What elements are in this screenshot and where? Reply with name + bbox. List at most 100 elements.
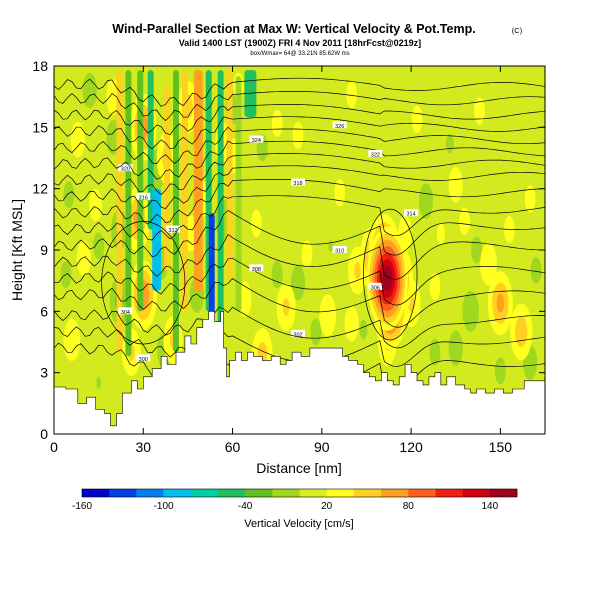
velocity-cell bbox=[509, 303, 533, 361]
colorbar-swatch bbox=[136, 489, 164, 497]
velocity-cell bbox=[310, 318, 322, 346]
theta-contour bbox=[54, 278, 545, 328]
velocity-cell bbox=[89, 188, 103, 222]
theta-label: 302 bbox=[293, 332, 302, 338]
velocity-cell bbox=[276, 283, 296, 332]
velocity-cell bbox=[448, 330, 463, 366]
theta-label: 306 bbox=[371, 285, 380, 291]
theta-label-bg bbox=[166, 225, 181, 233]
theta-label: 310 bbox=[335, 249, 344, 255]
theta-contour bbox=[54, 77, 545, 107]
theta-contour bbox=[54, 165, 545, 210]
velocity-contour-fill bbox=[310, 318, 322, 346]
velocity-contour-fill bbox=[292, 121, 304, 150]
y-tick-label: 15 bbox=[32, 119, 48, 135]
colorbar-swatch bbox=[163, 489, 192, 497]
y-tick-label: 9 bbox=[40, 242, 48, 258]
colorbar-label: Vertical Velocity [cm/s] bbox=[244, 518, 353, 530]
velocity-contour-fill bbox=[474, 97, 485, 125]
colorbar-tick-label: -40 bbox=[238, 501, 253, 512]
velocity-contour-fill bbox=[436, 223, 445, 245]
colorbar-tick-label: -160 bbox=[72, 501, 92, 512]
velocity-cell bbox=[76, 240, 91, 277]
theta-contour bbox=[54, 104, 545, 136]
velocity-cell bbox=[63, 318, 81, 362]
velocity-field bbox=[60, 70, 542, 389]
terrain-profile bbox=[54, 311, 545, 434]
velocity-cell bbox=[271, 109, 283, 137]
velocity-cell bbox=[366, 226, 408, 331]
theta-contour bbox=[54, 140, 545, 180]
theta-contour bbox=[54, 153, 545, 196]
theta-contour bbox=[54, 306, 545, 349]
theta-contour bbox=[54, 257, 545, 306]
colorbar-swatch bbox=[109, 489, 137, 497]
colorbar: -160 -100 -40 20 80 140 bbox=[72, 488, 518, 512]
theta-contour bbox=[363, 208, 418, 341]
colorbar-swatch bbox=[82, 489, 110, 497]
theta-label-bg bbox=[136, 192, 151, 200]
theta-label: 314 bbox=[406, 212, 415, 218]
colorbar-swatch bbox=[381, 489, 409, 497]
velocity-band bbox=[173, 70, 179, 353]
y-axis-ticks: 0 3 6 9 12 15 18 bbox=[32, 58, 545, 442]
velocity-contour-fill bbox=[480, 243, 497, 286]
theta-label: 308 bbox=[252, 267, 261, 273]
velocity-contour-fill bbox=[63, 181, 75, 209]
velocity-contour-fill bbox=[530, 256, 542, 284]
theta-label-bg bbox=[291, 329, 306, 337]
colorbar-tick-label: 140 bbox=[481, 501, 498, 512]
velocity-band bbox=[235, 76, 242, 312]
velocity-cell bbox=[82, 72, 97, 109]
chart-title: Wind-Parallel Section at Max W: Vertical… bbox=[112, 22, 475, 36]
x-axis-ticks: 0 30 60 90 120 150 bbox=[50, 66, 512, 455]
theta-contour bbox=[54, 116, 545, 150]
velocity-contour-fill bbox=[344, 305, 359, 342]
colorbar-frame bbox=[81, 488, 518, 498]
x-axis-label: Distance [nm] bbox=[256, 460, 342, 476]
velocity-contour-fill bbox=[271, 109, 283, 137]
velocity-contour-fill bbox=[290, 265, 306, 301]
theta-label: 304 bbox=[121, 310, 130, 316]
velocity-cell bbox=[530, 256, 542, 284]
velocity-contour-fill bbox=[346, 80, 357, 109]
x-tick-label: 60 bbox=[225, 439, 241, 455]
chart-subtitle: Valid 1400 LST (1900Z) FRI 4 Nov 2011 [1… bbox=[179, 38, 421, 48]
theta-label-bg bbox=[136, 354, 151, 362]
velocity-contour-fill bbox=[411, 105, 423, 133]
velocity-contour-fill bbox=[448, 330, 463, 366]
theta-label: 318 bbox=[293, 181, 302, 187]
velocity-cell bbox=[411, 105, 423, 133]
theta-label: 326 bbox=[335, 124, 344, 130]
velocity-contour-fill bbox=[271, 261, 283, 289]
velocity-contour-fill bbox=[418, 183, 434, 219]
velocity-contour-fill bbox=[63, 318, 81, 362]
theta-label: 322 bbox=[371, 152, 380, 158]
x-tick-label: 150 bbox=[489, 439, 513, 455]
velocity-cell bbox=[459, 207, 471, 236]
velocity-cell bbox=[334, 179, 346, 207]
theta-label: 320 bbox=[121, 167, 130, 173]
velocity-contour-fill bbox=[282, 298, 290, 316]
terrain bbox=[54, 311, 545, 434]
velocity-cell bbox=[448, 166, 463, 203]
colorbar-swatch bbox=[353, 489, 382, 497]
velocity-contour-fill bbox=[89, 188, 103, 222]
velocity-cell bbox=[480, 243, 497, 286]
colorbar-swatch bbox=[326, 489, 355, 497]
velocity-contour-fill bbox=[429, 273, 441, 301]
velocity-band bbox=[152, 188, 162, 291]
colorbar-swatch bbox=[217, 489, 246, 497]
velocity-contour-fill bbox=[354, 261, 361, 280]
theta-label-bg bbox=[249, 264, 264, 272]
x-tick-label: 90 bbox=[314, 439, 330, 455]
colorbar-swatch bbox=[190, 489, 219, 497]
velocity-cell bbox=[487, 271, 513, 336]
velocity-cell bbox=[436, 223, 445, 245]
chart-subsubtitle: box/Wmax= 64@ 33.21N 85.62W ms bbox=[250, 51, 349, 57]
velocity-contour-fill bbox=[429, 338, 441, 366]
y-tick-label: 18 bbox=[32, 58, 48, 74]
x-tick-label: 30 bbox=[135, 439, 151, 455]
velocity-contour-fill bbox=[459, 207, 471, 236]
